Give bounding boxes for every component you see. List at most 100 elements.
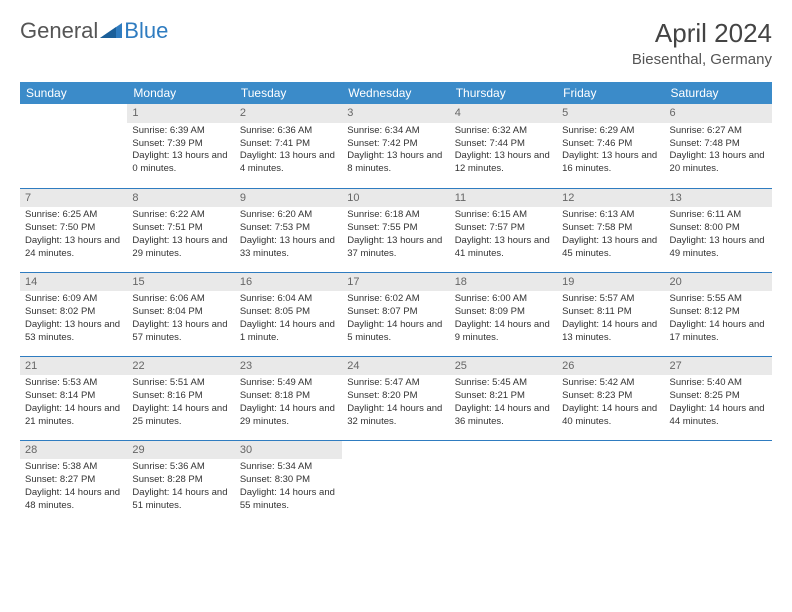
daylight-line: Daylight: 14 hours and 55 minutes.: [240, 487, 337, 513]
day-header: Sunday: [20, 82, 127, 104]
sunset-line: Sunset: 8:12 PM: [670, 306, 767, 319]
sunrise-line: Sunrise: 6:15 AM: [455, 209, 552, 222]
sunset-line: Sunset: 7:58 PM: [562, 222, 659, 235]
sunrise-line: Sunrise: 5:45 AM: [455, 377, 552, 390]
day-number: 1: [127, 104, 234, 123]
calendar-cell: 16Sunrise: 6:04 AMSunset: 8:05 PMDayligh…: [235, 272, 342, 356]
day-number: 30: [235, 441, 342, 460]
calendar-cell: .: [665, 440, 772, 524]
title-block: April 2024 Biesenthal, Germany: [632, 18, 772, 68]
sunrise-line: Sunrise: 5:57 AM: [562, 293, 659, 306]
day-number: 23: [235, 357, 342, 376]
location: Biesenthal, Germany: [632, 51, 772, 68]
calendar-cell: 1Sunrise: 6:39 AMSunset: 7:39 PMDaylight…: [127, 104, 234, 188]
day-number: 24: [342, 357, 449, 376]
sunset-line: Sunset: 8:02 PM: [25, 306, 122, 319]
daylight-line: Daylight: 14 hours and 29 minutes.: [240, 403, 337, 429]
sunset-line: Sunset: 8:05 PM: [240, 306, 337, 319]
sunset-line: Sunset: 7:44 PM: [455, 138, 552, 151]
calendar-head: SundayMondayTuesdayWednesdayThursdayFrid…: [20, 82, 772, 104]
sunrise-line: Sunrise: 6:39 AM: [132, 125, 229, 138]
daylight-line: Daylight: 13 hours and 41 minutes.: [455, 235, 552, 261]
sunrise-line: Sunrise: 5:47 AM: [347, 377, 444, 390]
calendar-cell: 19Sunrise: 5:57 AMSunset: 8:11 PMDayligh…: [557, 272, 664, 356]
day-number: 8: [127, 189, 234, 208]
daylight-line: Daylight: 13 hours and 20 minutes.: [670, 150, 767, 176]
day-number: 22: [127, 357, 234, 376]
sunrise-line: Sunrise: 5:40 AM: [670, 377, 767, 390]
sunset-line: Sunset: 8:04 PM: [132, 306, 229, 319]
daylight-line: Daylight: 13 hours and 57 minutes.: [132, 319, 229, 345]
calendar-cell: 9Sunrise: 6:20 AMSunset: 7:53 PMDaylight…: [235, 188, 342, 272]
sunrise-line: Sunrise: 5:36 AM: [132, 461, 229, 474]
sunset-line: Sunset: 7:57 PM: [455, 222, 552, 235]
calendar-cell: 28Sunrise: 5:38 AMSunset: 8:27 PMDayligh…: [20, 440, 127, 524]
calendar-cell: 20Sunrise: 5:55 AMSunset: 8:12 PMDayligh…: [665, 272, 772, 356]
calendar-cell: .: [342, 440, 449, 524]
sunrise-line: Sunrise: 6:06 AM: [132, 293, 229, 306]
sunset-line: Sunset: 7:55 PM: [347, 222, 444, 235]
daylight-line: Daylight: 14 hours and 48 minutes.: [25, 487, 122, 513]
triangle-icon: [100, 20, 122, 43]
daylight-line: Daylight: 13 hours and 29 minutes.: [132, 235, 229, 261]
calendar-cell: 13Sunrise: 6:11 AMSunset: 8:00 PMDayligh…: [665, 188, 772, 272]
sunrise-line: Sunrise: 6:34 AM: [347, 125, 444, 138]
calendar-cell: 15Sunrise: 6:06 AMSunset: 8:04 PMDayligh…: [127, 272, 234, 356]
daylight-line: Daylight: 13 hours and 12 minutes.: [455, 150, 552, 176]
month-title: April 2024: [632, 18, 772, 49]
day-number: 5: [557, 104, 664, 123]
sunset-line: Sunset: 8:09 PM: [455, 306, 552, 319]
sunset-line: Sunset: 7:50 PM: [25, 222, 122, 235]
sunset-line: Sunset: 8:21 PM: [455, 390, 552, 403]
sunset-line: Sunset: 8:11 PM: [562, 306, 659, 319]
daylight-line: Daylight: 13 hours and 37 minutes.: [347, 235, 444, 261]
sunrise-line: Sunrise: 5:34 AM: [240, 461, 337, 474]
calendar-cell: 3Sunrise: 6:34 AMSunset: 7:42 PMDaylight…: [342, 104, 449, 188]
calendar-cell: 30Sunrise: 5:34 AMSunset: 8:30 PMDayligh…: [235, 440, 342, 524]
sunrise-line: Sunrise: 6:11 AM: [670, 209, 767, 222]
day-header-row: SundayMondayTuesdayWednesdayThursdayFrid…: [20, 82, 772, 104]
calendar-cell: 7Sunrise: 6:25 AMSunset: 7:50 PMDaylight…: [20, 188, 127, 272]
daylight-line: Daylight: 13 hours and 33 minutes.: [240, 235, 337, 261]
sunset-line: Sunset: 8:28 PM: [132, 474, 229, 487]
day-number: 6: [665, 104, 772, 123]
daylight-line: Daylight: 14 hours and 1 minute.: [240, 319, 337, 345]
day-number: 3: [342, 104, 449, 123]
calendar-cell: 2Sunrise: 6:36 AMSunset: 7:41 PMDaylight…: [235, 104, 342, 188]
sunrise-line: Sunrise: 6:09 AM: [25, 293, 122, 306]
day-number: 13: [665, 189, 772, 208]
day-header: Saturday: [665, 82, 772, 104]
calendar-cell: 5Sunrise: 6:29 AMSunset: 7:46 PMDaylight…: [557, 104, 664, 188]
daylight-line: Daylight: 14 hours and 32 minutes.: [347, 403, 444, 429]
daylight-line: Daylight: 14 hours and 9 minutes.: [455, 319, 552, 345]
sunset-line: Sunset: 7:46 PM: [562, 138, 659, 151]
sunset-line: Sunset: 8:27 PM: [25, 474, 122, 487]
sunrise-line: Sunrise: 6:27 AM: [670, 125, 767, 138]
calendar-row: 28Sunrise: 5:38 AMSunset: 8:27 PMDayligh…: [20, 440, 772, 524]
daylight-line: Daylight: 13 hours and 53 minutes.: [25, 319, 122, 345]
sunrise-line: Sunrise: 6:22 AM: [132, 209, 229, 222]
calendar-cell: 26Sunrise: 5:42 AMSunset: 8:23 PMDayligh…: [557, 356, 664, 440]
sunrise-line: Sunrise: 6:32 AM: [455, 125, 552, 138]
calendar-cell: 18Sunrise: 6:00 AMSunset: 8:09 PMDayligh…: [450, 272, 557, 356]
sunset-line: Sunset: 8:20 PM: [347, 390, 444, 403]
day-header: Thursday: [450, 82, 557, 104]
sunset-line: Sunset: 7:51 PM: [132, 222, 229, 235]
calendar-cell: 14Sunrise: 6:09 AMSunset: 8:02 PMDayligh…: [20, 272, 127, 356]
calendar-cell: 6 Sunrise: 6:27 AMSunset: 7:48 PMDaylight…: [665, 104, 772, 188]
daylight-line: Daylight: 13 hours and 0 minutes.: [132, 150, 229, 176]
logo: General Blue: [20, 18, 168, 44]
calendar-cell: 10Sunrise: 6:18 AMSunset: 7:55 PMDayligh…: [342, 188, 449, 272]
sunset-line: Sunset: 8:16 PM: [132, 390, 229, 403]
day-number: 11: [450, 189, 557, 208]
calendar-cell: 11Sunrise: 6:15 AMSunset: 7:57 PMDayligh…: [450, 188, 557, 272]
sunset-line: Sunset: 7:48 PM: [670, 138, 767, 151]
sunrise-line: Sunrise: 5:53 AM: [25, 377, 122, 390]
calendar-table: SundayMondayTuesdayWednesdayThursdayFrid…: [20, 82, 772, 524]
sunset-line: Sunset: 7:42 PM: [347, 138, 444, 151]
calendar-cell: 4Sunrise: 6:32 AMSunset: 7:44 PMDaylight…: [450, 104, 557, 188]
daylight-line: Daylight: 14 hours and 36 minutes.: [455, 403, 552, 429]
calendar-cell: .: [450, 440, 557, 524]
sunrise-line: Sunrise: 6:13 AM: [562, 209, 659, 222]
day-number: 19: [557, 273, 664, 292]
